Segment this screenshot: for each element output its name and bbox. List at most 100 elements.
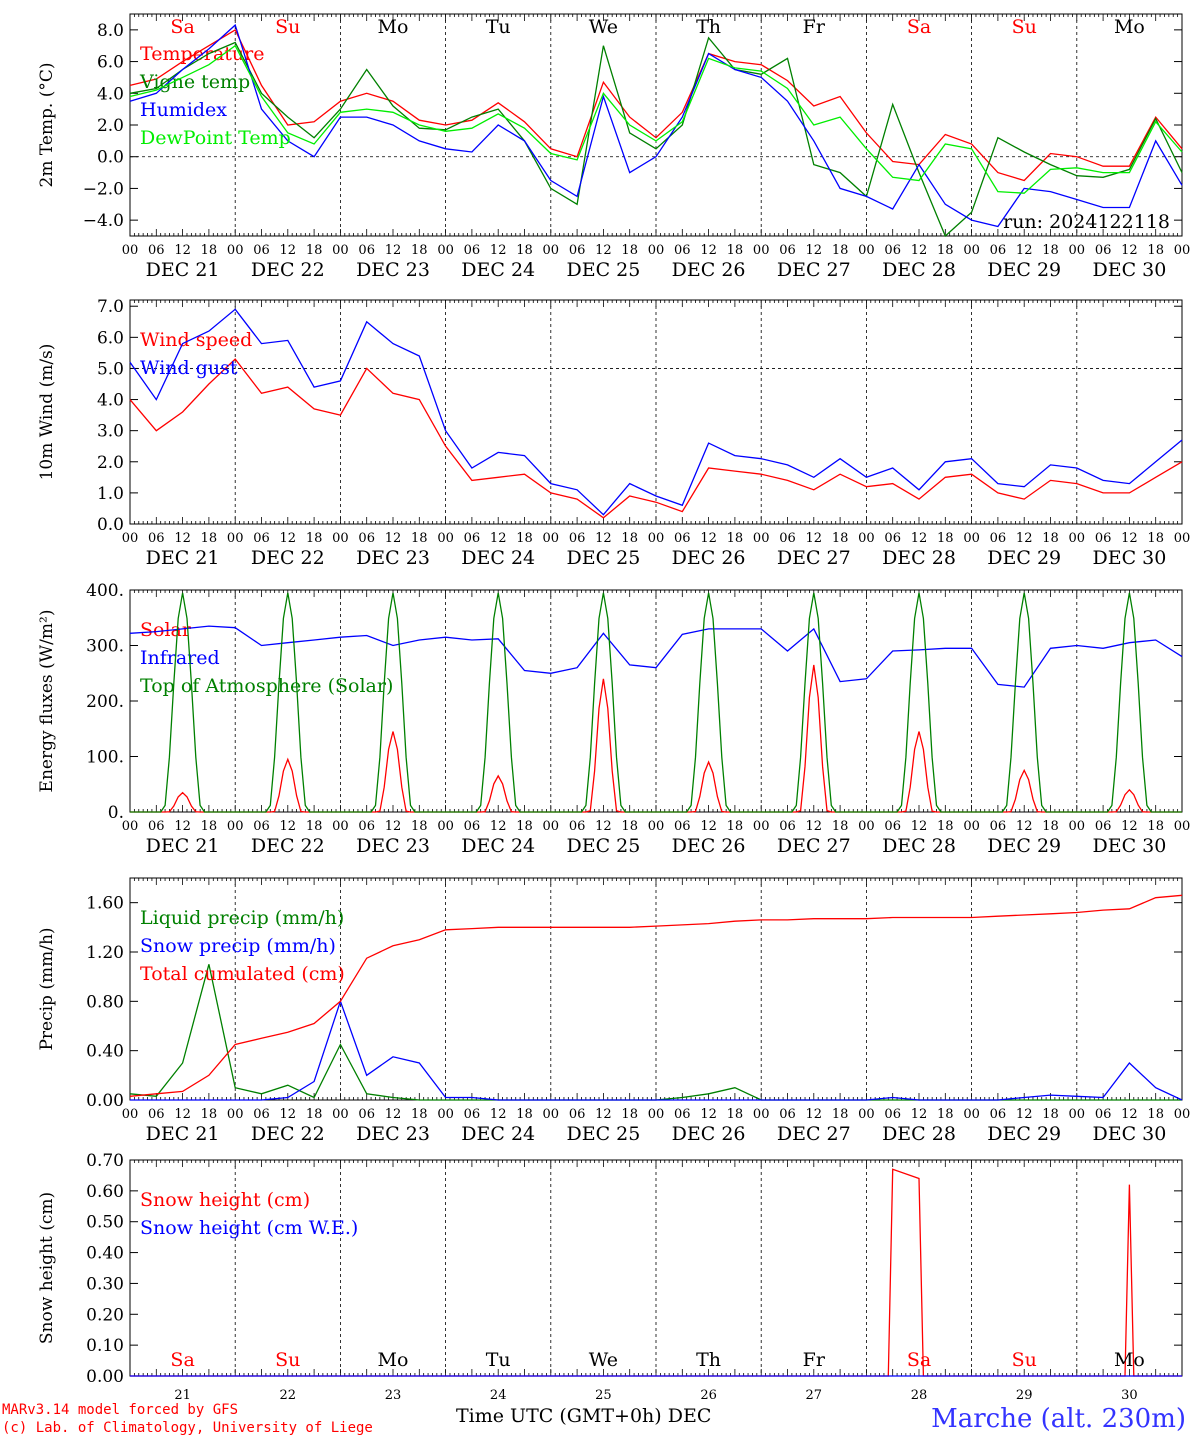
hour-tick-label: 00 — [753, 1107, 770, 1122]
legend-entry: DewPoint Temp — [140, 127, 291, 149]
day-name-label: Th — [696, 16, 721, 38]
hour-tick-label: 06 — [358, 819, 375, 834]
hour-tick-label: 00 — [437, 243, 454, 258]
hour-tick-label: 00 — [963, 819, 980, 834]
hour-tick-label: 00 — [1174, 1107, 1191, 1122]
hour-tick-label: 06 — [569, 1107, 586, 1122]
hour-tick-label: 12 — [174, 819, 191, 834]
date-label: DEC 25 — [566, 259, 640, 281]
hour-tick-label: 00 — [543, 243, 560, 258]
y-tick-label: 6.0 — [97, 328, 124, 348]
day-name-label: Fr — [803, 1349, 826, 1371]
hour-tick-label: 00 — [1174, 243, 1191, 258]
hour-tick-label: 06 — [1095, 243, 1112, 258]
hour-tick-label: 06 — [148, 531, 165, 546]
hour-tick-label: 12 — [385, 531, 402, 546]
hour-tick-label: 06 — [464, 531, 481, 546]
hour-tick-label: 18 — [306, 531, 323, 546]
hour-tick-label: 06 — [253, 819, 270, 834]
y-tick-label: 0.50 — [86, 1213, 124, 1233]
hour-tick-label: 00 — [753, 819, 770, 834]
hour-tick-label: 06 — [884, 531, 901, 546]
y-tick-label: 0.40 — [86, 1042, 124, 1062]
series-line-snow-precip-mm-h- — [130, 999, 1183, 1101]
date-label: DEC 25 — [566, 835, 640, 857]
hour-tick-label: 00 — [332, 1107, 349, 1122]
hour-tick-label: 12 — [911, 243, 928, 258]
hour-tick-label: 06 — [148, 819, 165, 834]
run-annotation: run: 2024122118 — [1003, 211, 1170, 233]
hour-tick-label: 00 — [648, 819, 665, 834]
hour-tick-label: 12 — [280, 531, 297, 546]
hour-tick-label: 18 — [621, 1107, 638, 1122]
hour-tick-label: 12 — [911, 531, 928, 546]
day-number-label: 21 — [174, 1388, 191, 1403]
hour-tick-label: 12 — [490, 531, 507, 546]
hour-tick-label: 12 — [1016, 243, 1033, 258]
day-number-label: 28 — [911, 1388, 928, 1403]
y-tick-label: 1.20 — [86, 943, 124, 963]
hour-tick-label: 18 — [1147, 243, 1164, 258]
hour-tick-label: 06 — [884, 1107, 901, 1122]
date-label: DEC 28 — [882, 547, 956, 569]
y-tick-label: 0.80 — [86, 992, 124, 1012]
y-tick-label: 100. — [86, 748, 124, 768]
hour-tick-label: 18 — [727, 1107, 744, 1122]
date-label: DEC 21 — [146, 835, 220, 857]
hour-tick-label: 12 — [700, 1107, 717, 1122]
hour-tick-label: 12 — [174, 531, 191, 546]
day-name-label: Sa — [907, 16, 931, 38]
date-label: DEC 27 — [777, 1123, 851, 1145]
legend-entry: Top of Atmosphere (Solar) — [140, 675, 393, 697]
date-label: DEC 27 — [777, 259, 851, 281]
y-tick-label: 7.0 — [97, 297, 124, 317]
hour-tick-label: 18 — [201, 531, 218, 546]
hour-tick-label: 06 — [674, 531, 691, 546]
hour-tick-label: 12 — [700, 819, 717, 834]
hour-tick-label: 06 — [569, 531, 586, 546]
hour-tick-label: 00 — [1069, 1107, 1086, 1122]
hour-tick-label: 06 — [569, 819, 586, 834]
legend-entry: Infrared — [140, 647, 220, 669]
date-label: DEC 21 — [146, 1123, 220, 1145]
hour-tick-label: 00 — [437, 819, 454, 834]
y-tick-label: −4.0 — [83, 211, 124, 231]
day-name-label: Sa — [170, 16, 194, 38]
day-number-label: 22 — [280, 1388, 297, 1403]
hour-tick-label: 06 — [674, 243, 691, 258]
hour-tick-label: 12 — [385, 1107, 402, 1122]
hour-tick-label: 06 — [990, 531, 1007, 546]
date-label: DEC 21 — [146, 259, 220, 281]
series-line-wind-gust — [129, 308, 1183, 516]
hour-tick-label: 12 — [806, 1107, 823, 1122]
hour-tick-label: 00 — [858, 1107, 875, 1122]
date-label: DEC 23 — [356, 547, 430, 569]
hour-tick-label: 12 — [1121, 1107, 1138, 1122]
y-tick-label: 0.30 — [86, 1274, 124, 1294]
hour-tick-label: 18 — [201, 819, 218, 834]
y-axis-label: 2m Temp. (°C) — [37, 62, 57, 187]
hour-tick-label: 18 — [306, 819, 323, 834]
hour-tick-label: 00 — [648, 531, 665, 546]
hour-tick-label: 18 — [411, 243, 428, 258]
hour-tick-label: 06 — [148, 1107, 165, 1122]
date-label: DEC 22 — [251, 835, 325, 857]
date-label: DEC 23 — [356, 259, 430, 281]
hour-tick-label: 06 — [884, 819, 901, 834]
y-tick-label: 0.20 — [86, 1305, 124, 1325]
hour-tick-label: 12 — [595, 1107, 612, 1122]
hour-tick-label: 06 — [464, 819, 481, 834]
hour-tick-label: 18 — [832, 1107, 849, 1122]
date-label: DEC 27 — [777, 835, 851, 857]
hour-tick-label: 06 — [569, 243, 586, 258]
panel-frame-2 — [129, 299, 1183, 525]
y-axis-label: Precip (mm/h) — [37, 927, 57, 1050]
day-number-label: 30 — [1121, 1388, 1138, 1403]
day-name-label: Su — [275, 1349, 300, 1371]
hour-tick-label: 06 — [253, 243, 270, 258]
hour-tick-label: 18 — [1147, 1107, 1164, 1122]
legend-entry: Vigne temp — [139, 71, 250, 93]
hour-tick-label: 00 — [122, 531, 139, 546]
date-label: DEC 26 — [672, 259, 746, 281]
